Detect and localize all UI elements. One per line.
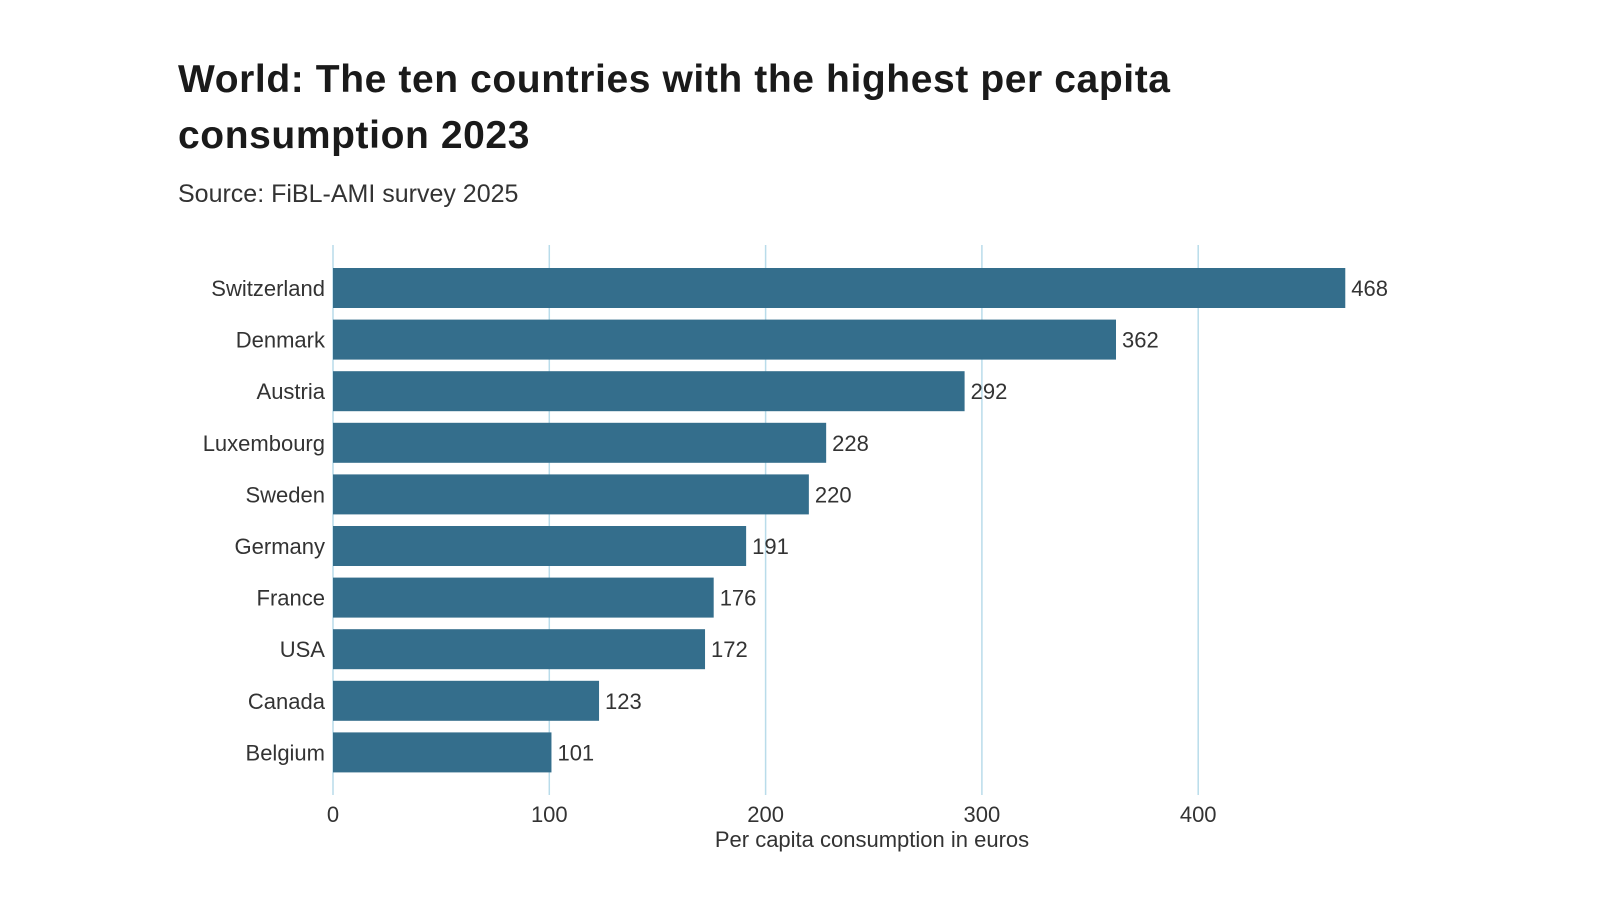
data-label: 191 xyxy=(752,534,789,559)
category-label: Belgium xyxy=(246,740,325,765)
category-label: USA xyxy=(280,637,326,662)
bar-belgium xyxy=(333,732,552,773)
category-label: Austria xyxy=(257,379,326,404)
bar-canada xyxy=(333,680,600,721)
bar-germany xyxy=(333,526,747,566)
x-tick-labels: 0 100 200 300 400 xyxy=(327,802,1217,827)
bar-denmark xyxy=(333,319,1117,360)
bar-sweden xyxy=(333,474,809,515)
data-label: 468 xyxy=(1351,276,1388,301)
bar-france xyxy=(333,577,714,618)
category-label: Luxembourg xyxy=(203,431,325,456)
bar-austria xyxy=(333,371,965,412)
bar-switzerland xyxy=(333,268,1346,308)
data-label: 101 xyxy=(557,740,594,765)
x-tick-label: 400 xyxy=(1180,802,1217,827)
category-label: Denmark xyxy=(236,328,326,353)
bar-luxembourg xyxy=(333,422,827,463)
value-labels: 468 362 292 228 220 191 176 172 123 101 xyxy=(557,276,1388,765)
category-label: Sweden xyxy=(245,482,325,507)
category-label: Canada xyxy=(248,689,326,714)
chart-title: World: The ten countries with the highes… xyxy=(178,58,1171,157)
x-tick-label: 200 xyxy=(747,802,784,827)
category-label: Switzerland xyxy=(211,276,325,301)
x-tick-label: 100 xyxy=(531,802,568,827)
data-label: 172 xyxy=(711,637,748,662)
data-label: 123 xyxy=(605,689,642,714)
data-label: 220 xyxy=(815,482,852,507)
category-label: Germany xyxy=(235,534,325,559)
data-label: 228 xyxy=(832,431,869,456)
category-label: France xyxy=(257,586,325,611)
bars xyxy=(333,268,1346,773)
chart-subtitle: Source: FiBL-AMI survey 2025 xyxy=(178,180,519,208)
data-label: 292 xyxy=(971,379,1008,404)
x-tick-label: 0 xyxy=(327,802,339,827)
x-tick-label: 300 xyxy=(964,802,1001,827)
data-label: 176 xyxy=(720,586,757,611)
x-axis-label: Per capita consumption in euros xyxy=(715,827,1029,852)
data-label: 362 xyxy=(1122,328,1159,353)
category-labels: Switzerland Denmark Austria Luxembourg Swede… xyxy=(203,276,326,765)
bar-usa xyxy=(333,629,706,670)
